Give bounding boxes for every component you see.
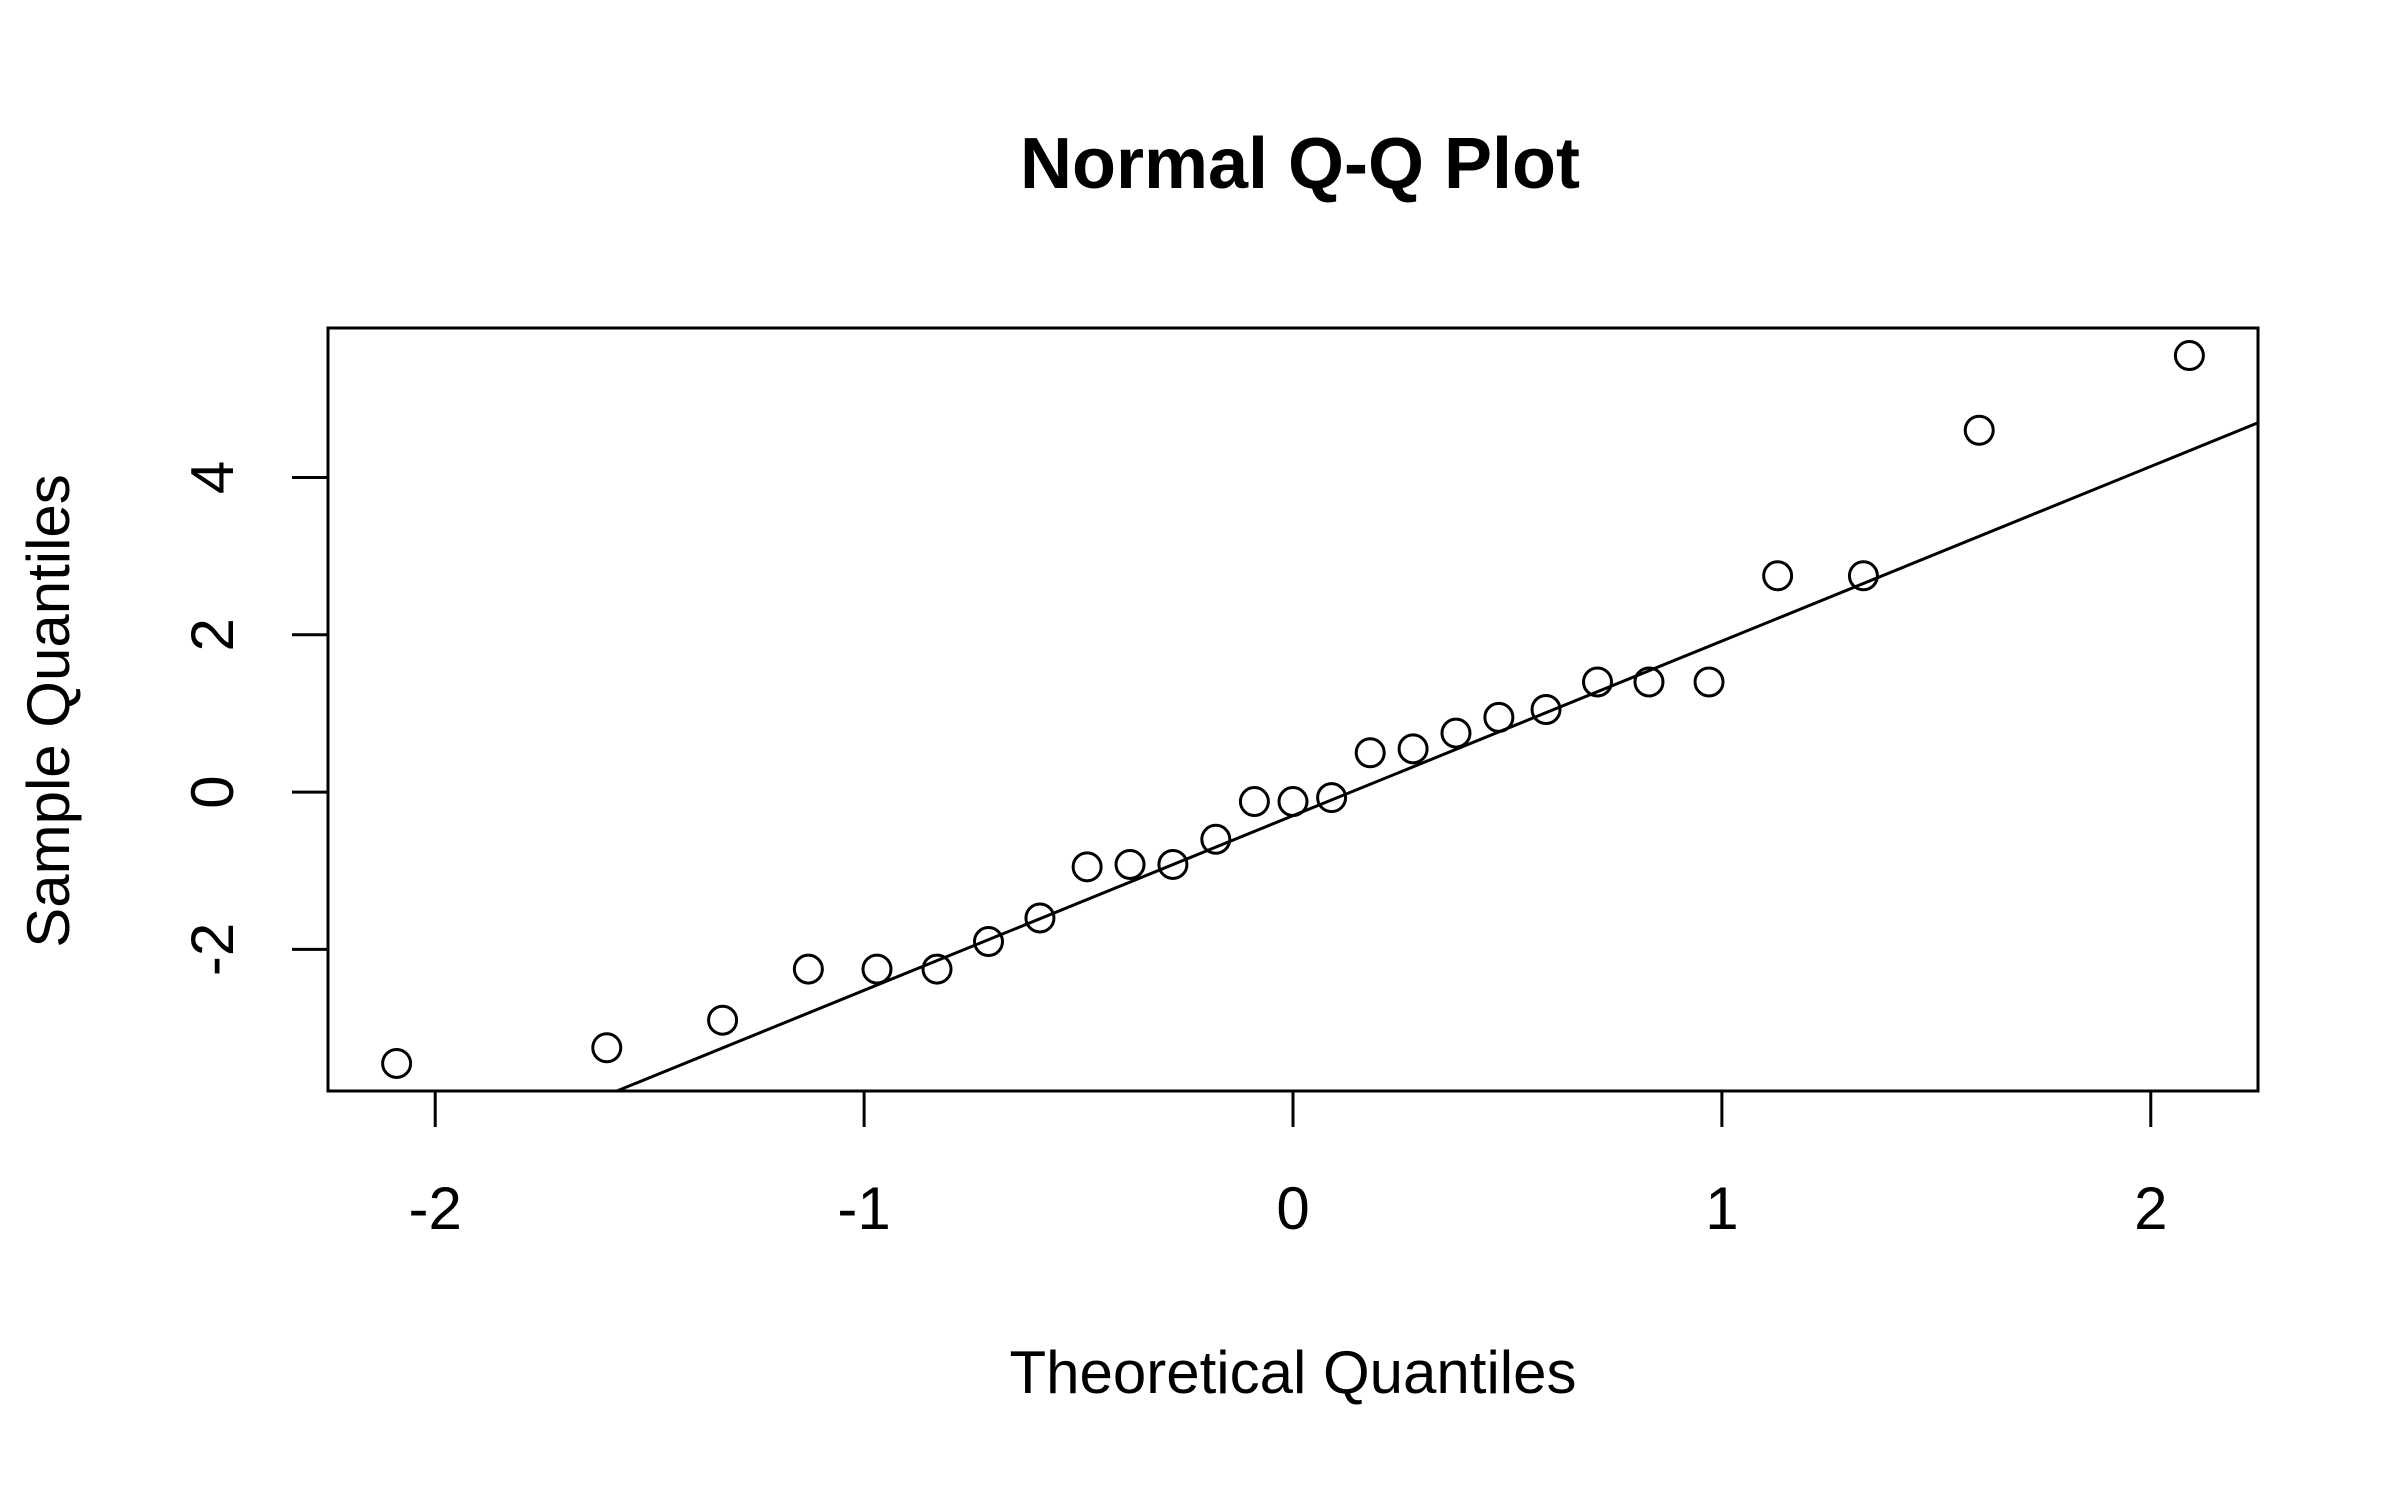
y-axis: -2 0 2 4 — [179, 461, 330, 976]
x-tick-label: 0 — [1276, 1175, 1309, 1242]
data-point — [1530, 694, 1562, 725]
data-point — [1693, 666, 1725, 698]
data-point — [1024, 902, 1056, 934]
x-tick-label: -1 — [837, 1175, 890, 1242]
data-points — [381, 340, 2205, 1079]
data-point — [1277, 786, 1309, 818]
x-axis-label: Theoretical Quantiles — [1010, 1339, 1577, 1406]
data-point — [1483, 701, 1515, 733]
data-point — [1397, 733, 1429, 765]
y-tick-label: -2 — [179, 923, 246, 976]
data-point — [2173, 340, 2205, 372]
data-point — [921, 953, 953, 985]
reference-line-group — [616, 421, 2259, 1093]
data-point — [792, 953, 824, 985]
data-point — [381, 1047, 413, 1079]
y-axis-label: Sample Quantiles — [15, 474, 82, 948]
data-point — [1157, 848, 1189, 880]
data-point — [591, 1032, 623, 1064]
chart-title: Normal Q-Q Plot — [1020, 124, 1580, 204]
y-tick-label: 0 — [179, 775, 246, 808]
y-tick-label: 2 — [179, 618, 246, 651]
data-point — [861, 953, 893, 985]
data-point — [1963, 414, 1995, 446]
data-point — [707, 1004, 739, 1036]
data-point — [1847, 560, 1879, 592]
y-tick-label: 4 — [179, 461, 246, 494]
x-tick-label: 1 — [1705, 1175, 1738, 1242]
x-tick-label: 2 — [2134, 1175, 2167, 1242]
data-point — [1238, 786, 1270, 818]
data-point — [1114, 848, 1146, 880]
data-point — [972, 926, 1004, 958]
x-axis: -2 -1 0 1 2 — [409, 1089, 2167, 1242]
data-point — [1440, 717, 1472, 749]
data-point — [1071, 851, 1103, 883]
data-point — [1316, 782, 1348, 814]
data-point — [1582, 666, 1614, 698]
data-point — [1762, 560, 1794, 592]
data-point — [1354, 737, 1386, 769]
data-point — [1200, 823, 1232, 855]
x-tick-label: -2 — [409, 1175, 462, 1242]
data-point — [1633, 666, 1665, 698]
qq-reference-line — [616, 421, 2259, 1093]
plot-frame — [326, 326, 2260, 1093]
